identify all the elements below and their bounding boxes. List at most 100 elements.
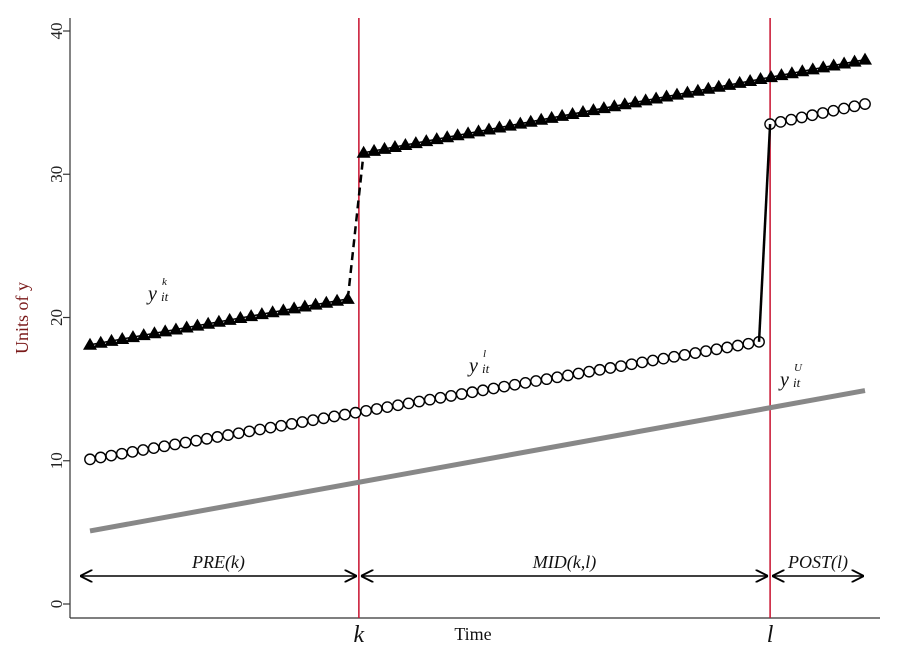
triangle-marker xyxy=(513,116,528,129)
circle-marker xyxy=(678,349,691,361)
y-tick-label: 40 xyxy=(47,23,66,40)
triangle-marker xyxy=(104,333,119,346)
triangle-marker xyxy=(596,101,611,114)
trend-line xyxy=(89,388,866,534)
circle-marker xyxy=(232,427,245,440)
period-arrows: PRE(k) MID(k,l) POST(l) xyxy=(80,552,864,576)
circle-marker xyxy=(785,113,798,126)
series-label-base: y xyxy=(778,369,789,391)
circle-marker xyxy=(169,438,181,451)
circle-marker xyxy=(115,447,128,460)
circle-marker xyxy=(583,365,596,378)
circle-marker xyxy=(328,410,341,423)
triangle-marker xyxy=(377,141,392,154)
series-label-base: y xyxy=(467,355,478,377)
triangle-marker xyxy=(669,87,684,100)
circle-marker xyxy=(625,358,638,371)
circle-marker xyxy=(381,401,394,414)
series-2 xyxy=(89,388,866,534)
triangle-marker xyxy=(115,331,130,344)
jump-line xyxy=(346,152,365,300)
circle-marker xyxy=(434,391,447,404)
period-label: PRE(k) xyxy=(191,552,245,573)
triangle-marker xyxy=(471,124,486,137)
circle-marker xyxy=(721,341,734,354)
triangle-marker xyxy=(763,70,778,83)
circle-marker xyxy=(710,343,723,356)
circle-marker xyxy=(264,421,277,434)
triangle-marker xyxy=(450,128,465,141)
circle-marker xyxy=(137,444,149,456)
triangle-marker xyxy=(244,309,259,322)
series-label-sub: it xyxy=(482,361,490,376)
circle-marker xyxy=(689,347,702,359)
triangle-marker xyxy=(356,145,371,158)
triangle-marker xyxy=(722,77,737,90)
circle-marker xyxy=(593,363,606,376)
triangle-marker xyxy=(83,337,97,350)
circle-marker xyxy=(636,356,649,369)
circle-marker xyxy=(487,382,500,395)
triangle-marker xyxy=(607,99,622,112)
circle-marker xyxy=(700,345,712,358)
triangle-marker xyxy=(492,120,507,133)
triangle-marker xyxy=(837,56,852,69)
triangle-marker xyxy=(534,112,549,125)
circle-marker xyxy=(615,360,627,372)
circle-marker xyxy=(296,416,309,428)
circle-marker xyxy=(668,350,680,363)
triangle-marker xyxy=(555,108,570,121)
triangle-marker xyxy=(429,132,444,145)
circle-marker xyxy=(838,102,850,115)
triangle-marker xyxy=(502,118,517,131)
series-layer xyxy=(83,52,872,534)
triangle-marker xyxy=(201,316,216,329)
triangle-marker xyxy=(690,83,705,96)
triangle-marker xyxy=(795,64,810,77)
circle-marker xyxy=(445,390,457,402)
circle-marker xyxy=(84,453,96,466)
triangle-marker xyxy=(481,122,496,135)
vertical-line-label-l: l xyxy=(767,622,774,648)
circle-marker xyxy=(508,378,521,391)
circle-marker xyxy=(561,369,574,382)
triangle-marker xyxy=(254,307,269,320)
circle-marker xyxy=(774,115,787,128)
circle-marker xyxy=(742,337,755,350)
circle-marker xyxy=(519,376,532,389)
y-tick-label: 30 xyxy=(47,166,66,183)
triangle-marker xyxy=(93,335,108,348)
circle-marker xyxy=(455,388,468,400)
triangle-marker xyxy=(575,105,590,118)
triangle-marker xyxy=(659,89,674,102)
circle-marker xyxy=(423,393,436,406)
circle-marker xyxy=(806,109,819,122)
triangle-marker xyxy=(287,301,302,314)
series-label-sup: k xyxy=(162,276,168,288)
series-label-sub: it xyxy=(793,375,801,390)
triangle-marker xyxy=(179,320,194,333)
triangle-marker xyxy=(732,75,747,88)
circle-marker xyxy=(604,362,617,374)
circle-marker xyxy=(816,107,829,119)
circle-marker xyxy=(498,380,511,393)
triangle-marker xyxy=(408,136,423,149)
triangle-marker xyxy=(586,103,601,116)
triangle-marker xyxy=(784,66,799,79)
triangle-marker xyxy=(461,126,476,139)
triangle-marker xyxy=(367,143,382,156)
circle-marker xyxy=(859,98,871,110)
y-tick-label: 10 xyxy=(47,452,66,469)
series-label-sup: U xyxy=(794,362,803,374)
triangle-marker xyxy=(158,324,173,337)
circle-marker xyxy=(275,419,288,432)
triangle-marker xyxy=(147,326,162,339)
triangle-marker xyxy=(265,305,280,318)
triangle-marker xyxy=(826,58,841,71)
jump-line xyxy=(757,124,772,342)
triangle-marker xyxy=(816,60,831,73)
circle-marker xyxy=(827,104,840,117)
circle-marker xyxy=(413,395,426,408)
triangle-marker xyxy=(233,310,248,323)
